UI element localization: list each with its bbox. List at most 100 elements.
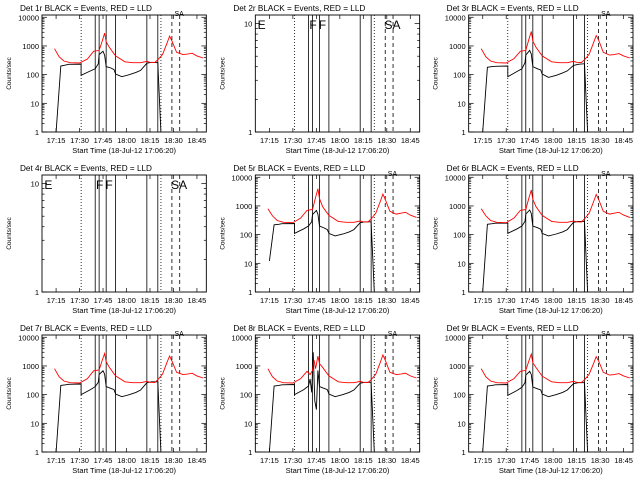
y-tick-label: 10 <box>457 419 465 428</box>
x-tick-label: 18:30 <box>591 456 610 465</box>
x-tick-label: 18:15 <box>141 296 160 305</box>
y-tick-label: 10000 <box>445 13 466 22</box>
marker-label: F <box>105 178 112 192</box>
y-tick-label: 1 <box>35 448 39 457</box>
x-tick-label: 17:15 <box>47 456 66 465</box>
y-tick-label: 10 <box>457 99 465 108</box>
y-axis-label: Counts/sec <box>219 216 226 249</box>
detector-panel-4: Det 4r BLACK = Events, RED = LLD E F F SA 1 10… <box>6 164 207 315</box>
marker-label: SA <box>174 11 184 18</box>
x-tick-label: 18:15 <box>567 456 586 465</box>
x-tick-label: 17:15 <box>47 136 66 145</box>
lld-series <box>54 32 204 64</box>
x-axis-label: Start Time (18-Jul-12 17:06:20) <box>72 306 176 315</box>
y-axis-label: Counts/sec <box>219 56 226 89</box>
plot-frame <box>468 14 634 133</box>
y-tick-label: 10000 <box>445 333 466 342</box>
x-tick-label: 18:00 <box>117 296 136 305</box>
plot-frame <box>468 334 634 453</box>
marker-label: SA <box>171 178 187 192</box>
marker-label: F <box>96 178 103 192</box>
x-axis-label: Start Time (18-Jul-12 17:06:20) <box>499 146 603 155</box>
y-tick-label: 10 <box>31 419 39 428</box>
x-tick-label: 17:45 <box>94 136 113 145</box>
x-tick-label: 18:00 <box>544 296 563 305</box>
x-tick-label: 18:45 <box>614 456 633 465</box>
y-tick-label: 10 <box>244 20 252 29</box>
marker-label: SA <box>601 331 611 338</box>
y-tick-label: 1 <box>248 448 252 457</box>
plot-frame <box>41 174 207 293</box>
x-tick-label: 17:45 <box>520 296 539 305</box>
panel-title: Det 9r BLACK = Events, RED = LLD <box>447 324 579 333</box>
y-axis-label: Counts/sec <box>6 376 13 409</box>
x-tick-label: 17:45 <box>307 136 326 145</box>
y-axis-label: Counts/sec <box>433 56 440 89</box>
x-tick-label: 18:45 <box>614 296 633 305</box>
marker-label: SA <box>388 331 398 338</box>
x-tick-label: 17:45 <box>520 456 539 465</box>
x-tick-label: 18:00 <box>544 136 563 145</box>
x-tick-label: 18:30 <box>591 136 610 145</box>
y-tick-label: 1000 <box>236 362 253 371</box>
events-series <box>482 370 589 453</box>
lld-series <box>480 31 631 64</box>
y-tick-label: 1 <box>248 128 252 137</box>
x-tick-label: 17:30 <box>284 136 303 145</box>
x-tick-label: 18:45 <box>188 296 207 305</box>
x-tick-label: 18:30 <box>377 296 396 305</box>
y-tick-label: 10000 <box>231 333 252 342</box>
x-tick-label: 17:15 <box>473 136 492 145</box>
plot-frame <box>468 174 634 293</box>
lld-series <box>480 189 631 224</box>
events-series <box>268 209 375 293</box>
panel-title: Det 6r BLACK = Events, RED = LLD <box>447 164 579 173</box>
x-axis-label: Start Time (18-Jul-12 17:06:20) <box>286 466 390 475</box>
x-tick-label: 18:45 <box>401 296 420 305</box>
lld-series <box>54 351 204 384</box>
x-tick-label: 18:45 <box>401 136 420 145</box>
x-tick-label: 17:30 <box>497 296 516 305</box>
events-series <box>268 352 375 453</box>
marker-label: SA <box>601 171 611 178</box>
detector-panel-6: Det 6r BLACK = Events, RED = LLD SA 1 10 100… <box>433 164 634 315</box>
x-tick-label: 18:00 <box>544 456 563 465</box>
plot-frame <box>254 174 421 293</box>
y-tick-label: 100 <box>453 231 466 240</box>
y-tick-label: 1000 <box>449 362 466 371</box>
events-series <box>55 50 162 133</box>
y-tick-label: 1 <box>248 288 252 297</box>
y-tick-label: 1000 <box>449 42 466 51</box>
y-tick-label: 1 <box>35 288 39 297</box>
detector-panel-8: Det 8r BLACK = Events, RED = LLD SA 1 10 100… <box>219 324 421 475</box>
marker-label: SA <box>388 171 398 178</box>
x-tick-label: 18:30 <box>377 456 396 465</box>
panel-title: Det 4r BLACK = Events, RED = LLD <box>20 164 152 173</box>
panel-title: Det 2r BLACK = Events, RED = LLD <box>233 4 365 13</box>
y-tick-label: 100 <box>26 391 39 400</box>
y-axis-label: Counts/sec <box>433 216 440 249</box>
y-tick-label: 1 <box>461 128 465 137</box>
events-series <box>482 49 589 133</box>
x-tick-label: 17:15 <box>260 296 279 305</box>
plot-frame <box>254 14 421 133</box>
y-axis-label: Counts/sec <box>6 56 13 89</box>
x-tick-label: 17:15 <box>260 456 279 465</box>
plot-frame <box>41 14 207 133</box>
y-tick-label: 100 <box>453 71 466 80</box>
x-tick-label: 18:45 <box>188 136 207 145</box>
x-tick-label: 18:45 <box>188 456 207 465</box>
x-tick-label: 17:15 <box>260 136 279 145</box>
y-tick-label: 1000 <box>22 42 39 51</box>
x-axis-label: Start Time (18-Jul-12 17:06:20) <box>286 146 390 155</box>
y-tick-label: 10000 <box>231 173 252 182</box>
plot-frame <box>254 334 421 453</box>
y-tick-label: 10 <box>244 419 252 428</box>
x-tick-label: 17:45 <box>307 296 326 305</box>
x-tick-label: 18:15 <box>354 296 373 305</box>
panel-title: Det 5r BLACK = Events, RED = LLD <box>233 164 365 173</box>
marker-label: E <box>258 18 266 32</box>
marker-label: F <box>319 18 326 32</box>
panel-title: Det 7r BLACK = Events, RED = LLD <box>20 324 152 333</box>
